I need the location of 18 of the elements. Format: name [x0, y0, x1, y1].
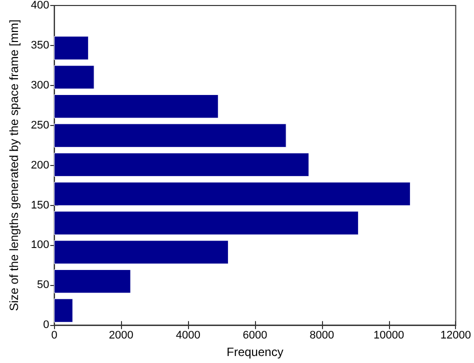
y-tick-label: 350 [30, 39, 50, 52]
y-tick-label: 0 [43, 319, 50, 332]
y-tick-label: 200 [30, 159, 50, 172]
x-tick-label: 8000 [310, 330, 334, 342]
x-tick-label: 12000 [440, 330, 472, 342]
x-axis-title: Frequency [226, 345, 284, 359]
x-tick-label: 2000 [108, 330, 134, 342]
y-tick-label: 400 [30, 0, 50, 12]
y-tick-label: 300 [30, 79, 50, 92]
y-tick-label: 150 [30, 199, 50, 212]
y-tick-label: 50 [37, 279, 50, 292]
y-axis-title: Size of the lengths generated by the space frame [mm] [7, 20, 21, 312]
x-tick-label: 4000 [176, 330, 200, 342]
y-tick-label: 250 [30, 119, 50, 132]
x-tick-label: 6000 [242, 330, 268, 342]
x-tick-label: 0 [51, 330, 58, 342]
y-tick-label: 100 [30, 239, 50, 252]
x-tick-label: 10000 [374, 330, 404, 342]
